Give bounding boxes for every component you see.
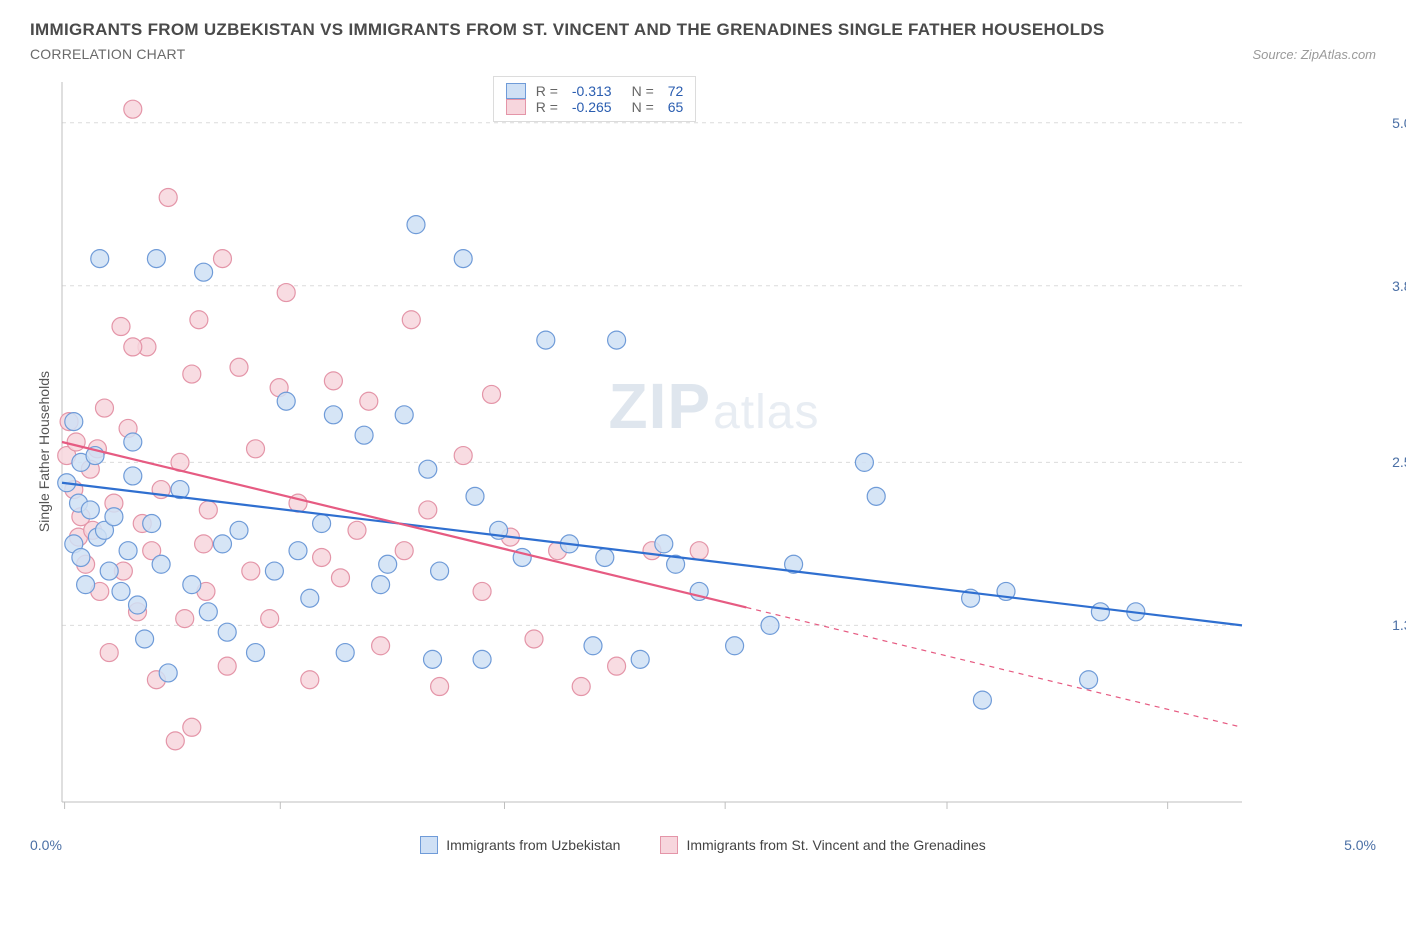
plot-area: ZIP atlas 1.3%2.5%3.8%5.0% R =-0.313N =7… xyxy=(52,72,1376,832)
stat-n-value: 72 xyxy=(668,83,684,99)
stats-legend-box: R = -0.313 N = 72 R = -0.265 N = 65 xyxy=(493,76,697,122)
x-max-label: 5.0% xyxy=(1344,837,1376,853)
chart-title: IMMIGRANTS FROM UZBEKISTAN VS IMMIGRANTS… xyxy=(30,20,1376,40)
legend-swatch xyxy=(660,836,678,854)
stat-r-label: R = xyxy=(536,83,558,99)
legend-item: Immigrants from Uzbekistan xyxy=(420,836,620,854)
legend-item: Immigrants from St. Vincent and the Gren… xyxy=(660,836,985,854)
legend-label: Immigrants from Uzbekistan xyxy=(446,837,620,853)
y-tick-label: 1.3% xyxy=(1392,617,1406,633)
subtitle-row: CORRELATION CHART Source: ZipAtlas.com xyxy=(30,46,1376,62)
right-y-ticks: 1.3% 2.5% 3.8% 5.0% xyxy=(1376,72,1406,832)
stat-r-value: -0.313 xyxy=(572,83,612,99)
stat-r-value: -0.265 xyxy=(572,99,612,115)
y-tick-label: 5.0% xyxy=(1392,115,1406,131)
legend-label: Immigrants from St. Vincent and the Gren… xyxy=(686,837,985,853)
series-legend: Immigrants from Uzbekistan Immigrants fro… xyxy=(62,836,1344,854)
y-tick-label: 2.5% xyxy=(1392,454,1406,470)
series-swatch xyxy=(506,99,526,115)
stats-row: R = -0.265 N = 65 xyxy=(506,99,684,115)
chart-subtitle: CORRELATION CHART xyxy=(30,46,185,62)
stats-row: R = -0.313 N = 72 xyxy=(506,83,684,99)
stat-n-label: N = xyxy=(632,99,654,115)
source-text: Source: ZipAtlas.com xyxy=(1252,47,1376,62)
y-tick-label: 3.8% xyxy=(1392,278,1406,294)
scatter-chart xyxy=(52,72,1302,832)
x-axis-legend-row: 0.0% Immigrants from UzbekistanImmigrant… xyxy=(30,836,1376,854)
x-min-label: 0.0% xyxy=(30,837,62,853)
stat-n-label: N = xyxy=(632,83,654,99)
legend-swatch xyxy=(420,836,438,854)
stat-r-label: R = xyxy=(536,99,558,115)
y-axis-label: Single Father Households xyxy=(30,371,52,532)
stat-n-value: 65 xyxy=(668,99,684,115)
chart-wrap: Single Father Households ZIP atlas 1.3%2… xyxy=(30,72,1376,832)
series-swatch xyxy=(506,83,526,99)
